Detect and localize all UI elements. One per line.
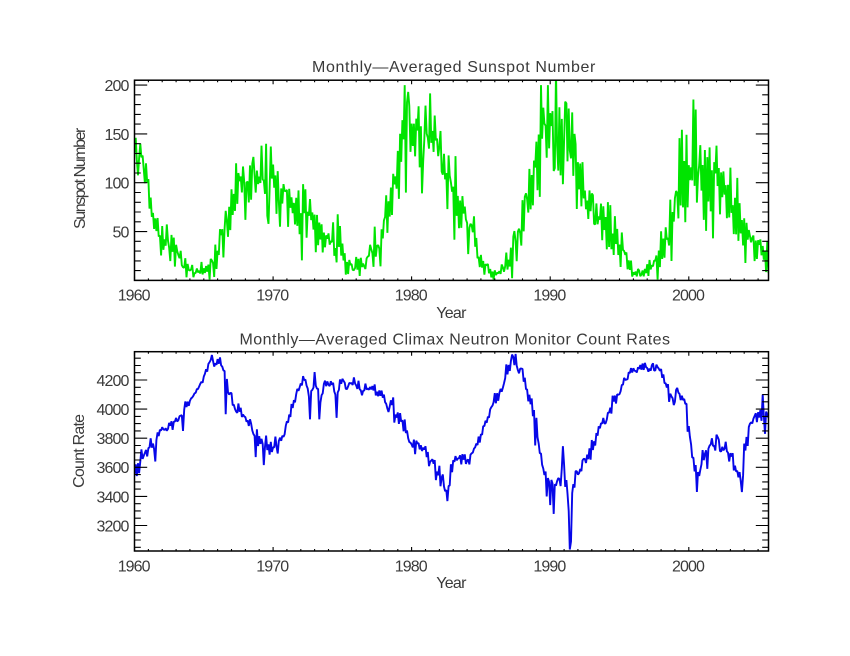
svg-text:50: 50: [113, 225, 130, 242]
svg-text:Monthly—Averaged Climax Neutro: Monthly—Averaged Climax Neutron Monitor …: [239, 331, 670, 348]
svg-text:2000: 2000: [672, 287, 705, 304]
svg-text:3600: 3600: [97, 460, 130, 477]
svg-text:Year: Year: [436, 575, 467, 592]
svg-text:Year: Year: [436, 305, 467, 322]
svg-text:1970: 1970: [256, 559, 289, 576]
svg-text:200: 200: [105, 78, 130, 95]
svg-text:3200: 3200: [97, 518, 130, 535]
svg-text:2000: 2000: [672, 559, 705, 576]
svg-text:4200: 4200: [97, 373, 130, 390]
svg-text:150: 150: [105, 127, 130, 144]
svg-text:4000: 4000: [97, 402, 130, 419]
svg-text:100: 100: [105, 176, 130, 193]
svg-text:Count Rate: Count Rate: [71, 414, 88, 488]
svg-text:3400: 3400: [97, 489, 130, 506]
svg-text:1980: 1980: [395, 559, 428, 576]
svg-text:Monthly—Averaged Sunspot Numbe: Monthly—Averaged Sunspot Number: [312, 59, 596, 76]
svg-text:Sunspot Number: Sunspot Number: [72, 127, 89, 229]
svg-text:1980: 1980: [395, 287, 428, 304]
svg-text:1960: 1960: [118, 287, 151, 304]
svg-text:1990: 1990: [533, 559, 566, 576]
svg-text:1960: 1960: [118, 559, 151, 576]
svg-text:1990: 1990: [533, 287, 566, 304]
svg-text:3800: 3800: [97, 431, 130, 448]
svg-text:1970: 1970: [256, 287, 289, 304]
